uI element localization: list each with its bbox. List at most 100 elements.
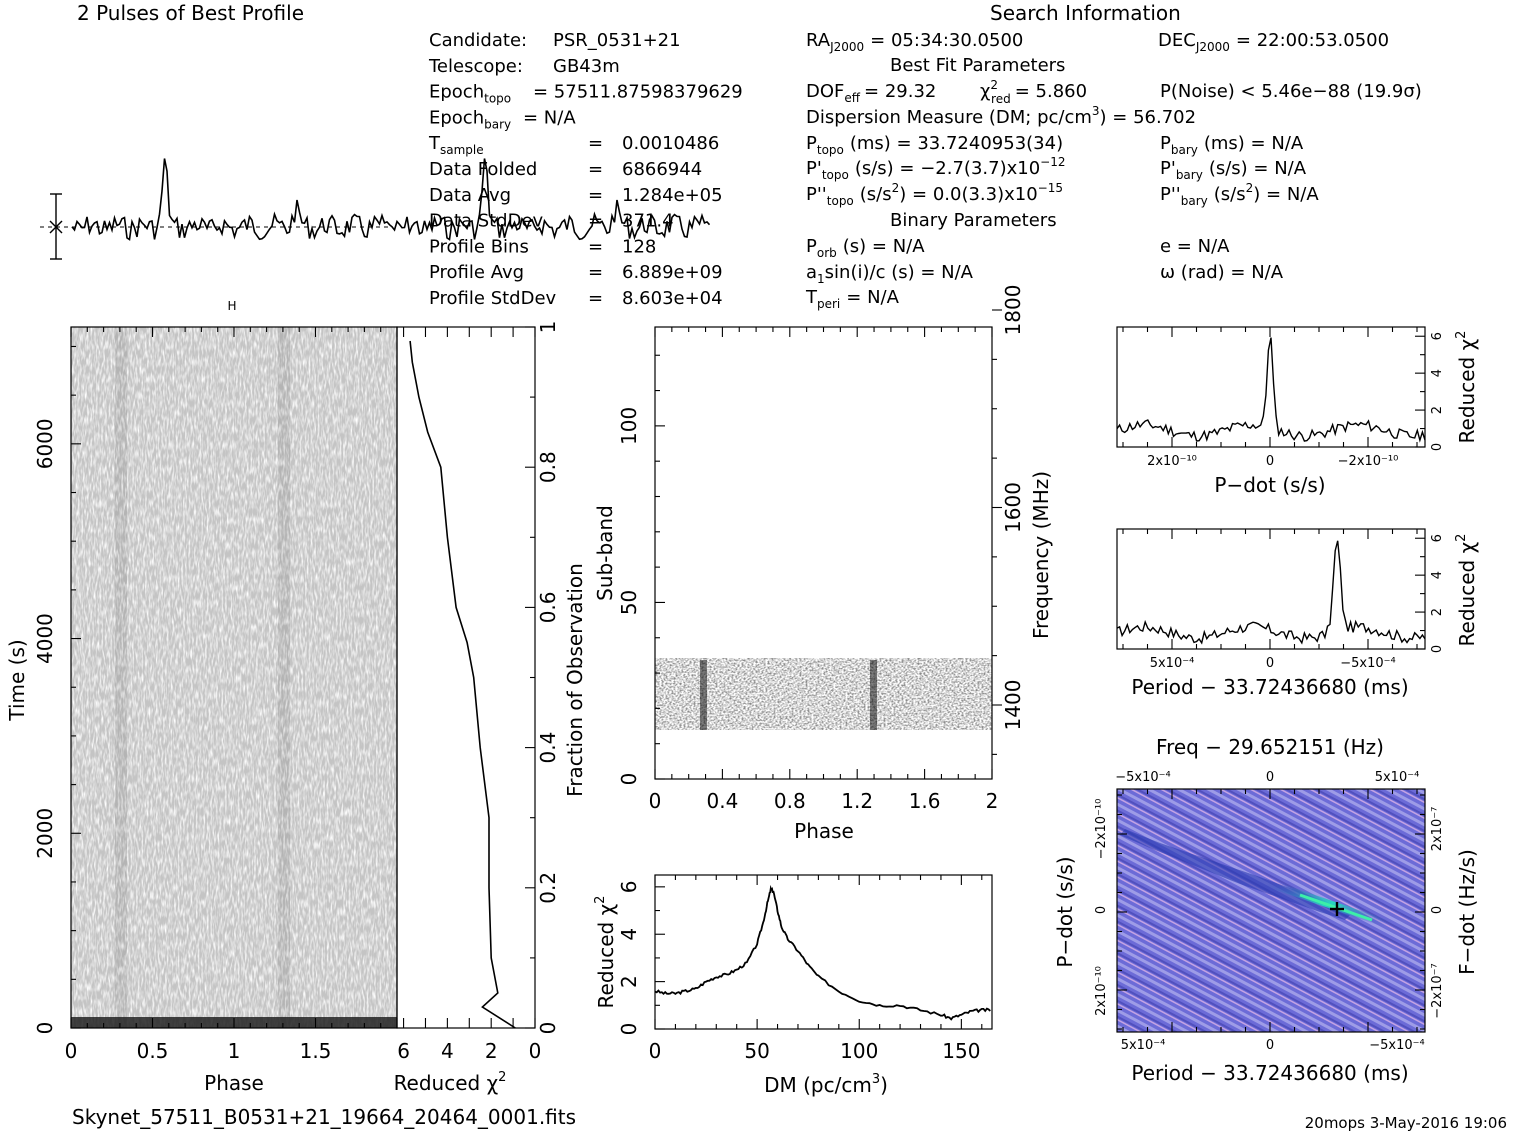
frequency-tick-label: 1400 xyxy=(1001,680,1025,731)
frequency-tick-label: 1800 xyxy=(1001,285,1025,336)
chi2-fraction-xtick-label: 4 xyxy=(441,1039,454,1063)
ecc-line: e = N/A xyxy=(1160,236,1230,257)
period-ylabel: Reduced χ2 xyxy=(1454,534,1479,647)
dm-ytick-label: 6 xyxy=(617,880,641,893)
chi2-fraction-line xyxy=(409,340,516,1029)
dof-line: DOFeff = 29.32 xyxy=(806,81,936,105)
small-ytick-label: 6 xyxy=(1430,534,1445,542)
a1sini-line: a1sin(i)/c (s) = N/A xyxy=(806,262,974,286)
ppdot-top-tick-label: 5x10⁻⁴ xyxy=(1375,770,1420,785)
fraction-tick-label: 0.4 xyxy=(536,732,560,764)
info-equals: = xyxy=(588,211,603,232)
ptopo-line: Ptopo (ms) = 33.7240953(34) xyxy=(806,133,1063,157)
subband-ytick-label: 100 xyxy=(617,407,641,445)
subband-panel: 0 0.4 0.8 1.2 1.6 2 0 50 100 1400 1600 1800 Phase… xyxy=(593,285,1053,843)
pbary-line: Pbary (ms) = N/A xyxy=(1160,133,1304,157)
fraction-tick-label: 0.6 xyxy=(536,591,560,623)
porb-line: Porb (s) = N/A xyxy=(806,236,925,260)
info-label: Data Avg xyxy=(429,185,511,206)
chi2-fraction-xtick-label: 6 xyxy=(397,1039,410,1063)
footer-filename: Skynet_57511_B0531+21_19664_20464_0001.f… xyxy=(72,1105,576,1129)
small-ytick-label: 0 xyxy=(1430,645,1445,653)
best-fit-title: Best Fit Parameters xyxy=(890,55,1065,76)
frequency-tick-label: 1600 xyxy=(1001,482,1025,533)
omega-line: ω (rad) = N/A xyxy=(1160,262,1284,283)
ppdot-top-tick-label: −5x10⁻⁴ xyxy=(1115,770,1170,785)
time-phase-ytick-label: 0 xyxy=(33,1022,57,1035)
dec-line: DECJ2000 = 22:00:53.0500 xyxy=(1158,30,1389,54)
pdot-bary-line: P'bary (s/s) = N/A xyxy=(1160,158,1307,182)
ppdot-left-tick-label: 0 xyxy=(1094,906,1109,914)
ppdot-bottom-tick-label: −5x10⁻⁴ xyxy=(1369,1038,1424,1053)
info-label: Profile Bins xyxy=(429,236,529,257)
dm-ylabel: Reduced χ2 xyxy=(593,896,618,1009)
fdot-axis-label: F−dot (Hz/s) xyxy=(1455,849,1479,975)
time-phase-xtick-label: 0 xyxy=(65,1039,78,1063)
search-title: Search Information xyxy=(990,1,1181,25)
info-value: 0.0010486 xyxy=(622,133,719,154)
subband-xtick-label: 0 xyxy=(649,789,662,813)
dm-xlabel: DM (pc/cm3) xyxy=(764,1072,888,1097)
ppdot-left-tick-label: 2x10⁻¹⁰ xyxy=(1094,966,1109,1016)
dm-xtick-label: 100 xyxy=(840,1039,878,1063)
ra-line: RAJ2000 = 05:34:30.0500 xyxy=(806,30,1023,54)
dm-curve xyxy=(654,884,991,1021)
ppdot-xlabel: Period − 33.72436680 (ms) xyxy=(1131,1061,1408,1085)
frequency-axis-label: Frequency (MHz) xyxy=(1029,471,1053,639)
binary-title: Binary Parameters xyxy=(890,210,1057,231)
dm-line: Dispersion Measure (DM; pc/cm3) = 56.702 xyxy=(806,104,1196,128)
fraction-axis-label: Fraction of Observation xyxy=(563,563,587,797)
small-ytick-label: 0 xyxy=(1430,443,1445,451)
profile-title: 2 Pulses of Best Profile xyxy=(77,1,304,25)
info-label: Candidate: xyxy=(429,30,527,51)
small-xtick-label: 5x10⁻⁴ xyxy=(1150,656,1195,671)
info-mid-column: RAJ2000 = 05:34:30.0500 Best Fit Paramete… xyxy=(805,30,1422,311)
profile-errorbar xyxy=(49,193,63,260)
subband-ytick-label: 50 xyxy=(617,590,641,615)
small-xtick-label: −5x10⁻⁴ xyxy=(1340,656,1395,671)
info-label: Profile Avg xyxy=(429,262,524,283)
time-phase-xlabel: Phase xyxy=(204,1071,264,1095)
info-label: Epochbary xyxy=(429,107,511,131)
info-value: GB43m xyxy=(553,56,620,77)
subband-xtick-label: 0.8 xyxy=(774,789,806,813)
ppdot-bottom-tick-label: 5x10⁻⁴ xyxy=(1121,1038,1166,1053)
subband-heatmap xyxy=(655,658,992,730)
small-xtick-label: 2x10⁻¹⁰ xyxy=(1147,454,1197,469)
info-value: PSR_0531+21 xyxy=(553,30,681,51)
info-label: Profile StdDev xyxy=(429,288,557,309)
info-equals: = xyxy=(588,236,603,257)
info-equals: = xyxy=(588,288,603,309)
info-value: 128 xyxy=(622,236,656,257)
info-value: 6866944 xyxy=(622,159,702,180)
time-phase-ytick-label: 2000 xyxy=(33,808,57,859)
info-label: Data StdDev xyxy=(429,211,544,232)
ppdot-heatmap xyxy=(1117,789,1425,1032)
pnoise-line: P(Noise) < 5.46e−88 (19.9σ) xyxy=(1160,81,1422,102)
info-right-column: DECJ2000 = 22:00:53.0500 Pbary (ms) = N/A … xyxy=(1158,30,1389,283)
ppdot-bottom-tick-label: 0 xyxy=(1266,1038,1274,1053)
small-xtick-label: 0 xyxy=(1266,656,1274,671)
time-phase-panel: 0 0.5 1 1.5 0 2000 4000 6000 H Phase Time (s) xyxy=(5,299,398,1095)
pdot-xlabel: P−dot (s/s) xyxy=(1214,473,1325,497)
info-label: Tsample xyxy=(428,133,484,157)
ppdot-dark-band xyxy=(1120,829,1350,920)
dm-xtick-label: 50 xyxy=(744,1039,769,1063)
small-ytick-label: 6 xyxy=(1430,332,1445,340)
pddot-bary-line: P''bary (s/s2) = N/A xyxy=(1160,181,1319,208)
info-left-column: Candidate: PSR_0531+21 Telescope: GB43m Epoc… xyxy=(428,30,743,309)
info-label: Data Folded xyxy=(429,159,537,180)
info-value: = 57511.87598379629 xyxy=(533,82,743,103)
small-ytick-label: 2 xyxy=(1430,406,1445,414)
fraction-tick-label: 0.2 xyxy=(536,872,560,904)
chi2-fraction-xtick-label: 2 xyxy=(485,1039,498,1063)
phase-marker: H xyxy=(227,299,236,313)
info-equals: = xyxy=(588,159,603,180)
subband-xtick-label: 0.4 xyxy=(706,789,738,813)
subband-xtick-label: 2 xyxy=(986,789,999,813)
period-panel: 5x10⁻⁴ 0 −5x10⁻⁴ 0 2 4 6 Period − 33.72436680… xyxy=(1116,528,1479,699)
subband-xtick-label: 1.6 xyxy=(909,789,941,813)
info-value: 1.284e+05 xyxy=(622,185,723,206)
time-phase-xtick-label: 1 xyxy=(228,1039,241,1063)
